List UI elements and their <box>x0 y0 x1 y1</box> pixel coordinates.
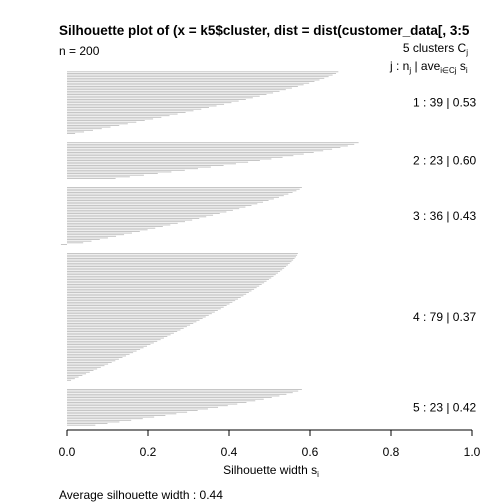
x-axis-label: Silhouette width si <box>223 463 319 479</box>
x-tick-label: 1.0 <box>464 445 481 459</box>
cluster-label-5: 5 : 23 | 0.42 <box>413 400 476 414</box>
cluster-labels: 1 : 39 | 0.53 2 : 23 | 0.60 3 : 36 | 0.43 4… <box>413 96 476 415</box>
x-tick-label: 0.4 <box>221 445 238 459</box>
n-label: n = 200 <box>59 44 100 58</box>
cluster-header-line1: 5 clusters Cj <box>403 41 468 57</box>
x-tick-label: 0.6 <box>302 445 319 459</box>
cluster-header-line2-prefix: j : n <box>389 59 409 73</box>
x-axis-label-text: Silhouette width s <box>223 463 317 477</box>
cluster-header-line2-sub3: i <box>466 66 468 75</box>
cluster-header-line1-sub: j <box>465 48 468 57</box>
x-tick-label: 0.2 <box>140 445 157 459</box>
x-tick-label: 0.0 <box>59 445 76 459</box>
cluster-header-line2: j : nj | avei∈Cj si <box>389 59 468 75</box>
cluster-label-2: 2 : 23 | 0.60 <box>413 154 476 168</box>
average-silhouette-width: Average silhouette width : 0.44 <box>59 488 223 502</box>
cluster-header-line2-suffix: s <box>457 59 466 73</box>
cluster-header-line2-sub: j <box>408 66 411 75</box>
x-tick-label: 0.8 <box>383 445 400 459</box>
cluster-label-3: 3 : 36 | 0.43 <box>413 209 476 223</box>
cluster-header-line2-mid: | ave <box>411 59 440 73</box>
silhouette-bars <box>60 71 359 426</box>
cluster-header-line1-text: 5 clusters C <box>403 41 467 55</box>
cluster-header-line2-sub2: i∈Cj <box>440 66 457 75</box>
chart-title: Silhouette plot of (x = k5$cluster, dist… <box>59 23 470 38</box>
x-axis-label-sub: i <box>317 470 319 479</box>
cluster-label-4: 4 : 79 | 0.37 <box>413 310 476 324</box>
x-axis: 0.0 0.2 0.4 0.6 0.8 1.0 <box>59 429 481 459</box>
cluster-label-1: 1 : 39 | 0.53 <box>413 96 476 110</box>
